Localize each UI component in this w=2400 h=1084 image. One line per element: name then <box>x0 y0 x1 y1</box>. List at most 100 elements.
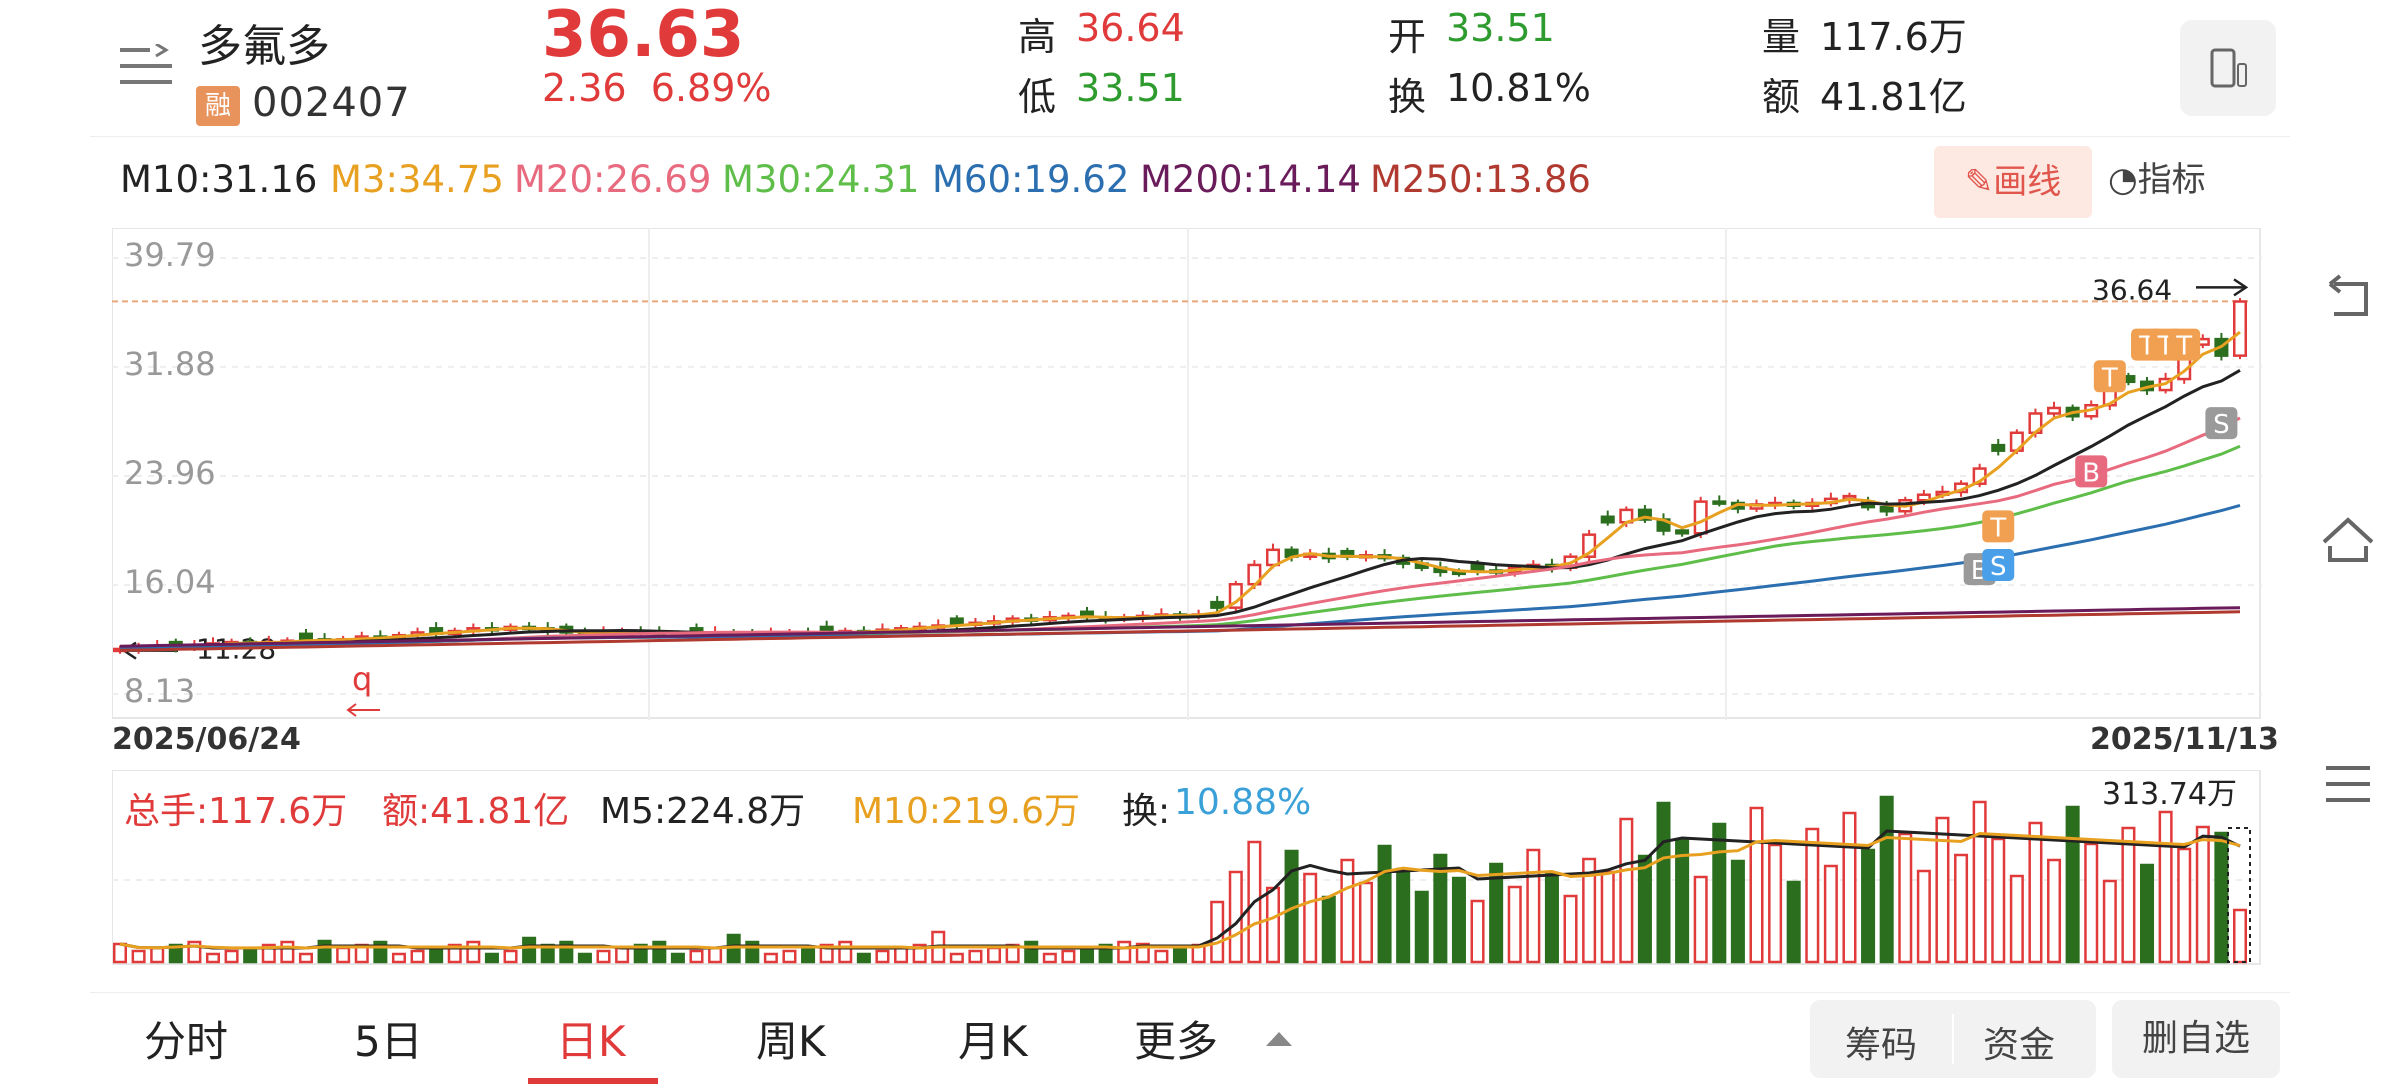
volume-bar <box>2158 810 2173 964</box>
volume-bar <box>1042 952 1057 964</box>
volume-bar <box>522 936 537 964</box>
volume-bar <box>2047 858 2062 964</box>
indicator-button[interactable]: ◔指标 <box>2108 152 2206 201</box>
volume-bar <box>949 952 964 964</box>
ma10-line <box>119 368 2241 651</box>
tab-more[interactable]: 更多 <box>1134 1017 1219 1066</box>
volume-bar <box>912 943 927 964</box>
volume-bar <box>1061 949 1076 964</box>
volume-bar <box>1768 843 1783 964</box>
trade-marker-label: T <box>2175 332 2192 362</box>
price-change: 2.36 6.89% <box>542 66 772 110</box>
volume-bar <box>2195 825 2210 964</box>
trade-marker <box>2205 407 2238 440</box>
low-label: 低 <box>1018 75 1057 119</box>
ma200-line <box>119 606 2241 648</box>
tab-weekly-k[interactable]: 周K <box>756 1017 826 1066</box>
volume-bar <box>336 946 351 964</box>
volume-bar <box>1358 881 1373 964</box>
volume-bar <box>2140 863 2155 964</box>
volume-bar <box>1935 816 1950 964</box>
volume-bar <box>1619 817 1634 964</box>
remove-watchlist-button[interactable]: 删自选 <box>2112 1000 2280 1078</box>
volume-amount: 额:41.81亿 <box>382 791 570 832</box>
volume-bar <box>559 940 574 964</box>
ma20-label: M20:26.69 <box>514 158 712 201</box>
volume-bar <box>1321 895 1336 964</box>
volume-bar <box>1024 940 1039 964</box>
volume-bar <box>317 939 332 964</box>
volume-bar <box>243 946 258 964</box>
volume-bar <box>1823 864 1838 964</box>
tab-5day[interactable]: 5日 <box>354 1017 423 1066</box>
candle <box>949 617 964 626</box>
volume-bar <box>1526 848 1541 964</box>
volume-bar <box>875 949 890 964</box>
indicator-label: 指标 <box>2137 160 2206 200</box>
volume-bar <box>410 949 425 964</box>
volume-bar <box>894 946 909 964</box>
turnover-label: 换 <box>1388 75 1427 119</box>
trade-marker-label: T <box>2101 363 2118 393</box>
volume-m5: M5:224.8万 <box>600 791 806 832</box>
volume-bar <box>1451 876 1466 964</box>
volume-bar <box>391 952 406 964</box>
volume-total: 总手:117.6万 <box>124 791 348 832</box>
volume-bar <box>2084 842 2099 964</box>
device-toggle-button[interactable] <box>2180 20 2276 116</box>
volume-bar <box>1786 880 1801 964</box>
tab-monthly-k[interactable]: 月K <box>958 1017 1028 1066</box>
volume-bar <box>819 943 834 964</box>
volume-bar <box>1675 838 1690 964</box>
header-divider <box>90 136 2290 137</box>
volume-bar <box>838 940 853 964</box>
trade-marker <box>2093 360 2126 393</box>
volume-chart[interactable]: 313.74万 <box>112 770 2262 970</box>
candle <box>1470 563 1485 572</box>
volume-bar <box>1507 885 1522 964</box>
candle <box>2047 406 2062 415</box>
volume-bar <box>2065 805 2080 964</box>
volume-bar <box>466 940 481 964</box>
home-icon[interactable] <box>2320 512 2376 568</box>
gauge-icon: ◔ <box>2108 160 2138 200</box>
menu-icon[interactable] <box>120 42 172 88</box>
volume-bar <box>801 946 816 964</box>
caret-up-icon[interactable] <box>1264 1028 1294 1052</box>
volume-bar <box>2121 826 2136 964</box>
draw-line-button[interactable]: ✎画线 <box>1934 146 2092 218</box>
volume-bar <box>1172 946 1188 964</box>
draw-line-label: 画线 <box>1993 162 2062 202</box>
ma250-label: M250:13.86 <box>1370 158 1591 201</box>
hamburger-menu-icon[interactable] <box>2320 756 2376 812</box>
phone-landscape-icon <box>2210 48 2247 88</box>
chart-frame <box>112 228 2261 719</box>
volume-bar <box>689 949 704 964</box>
volume-m10-line <box>119 831 2241 950</box>
volume-bar <box>633 943 648 964</box>
volume-bar <box>1117 940 1132 964</box>
volume-bar <box>1414 890 1429 964</box>
chips-button[interactable]: 筹码 <box>1845 1025 1918 1066</box>
volume-bar <box>1563 894 1578 964</box>
button-separator <box>1952 1014 1954 1064</box>
volume-max-label: 313.74万 <box>2102 777 2237 812</box>
amount-label: 额 <box>1762 75 1801 119</box>
tab-intraday[interactable]: 分时 <box>144 1017 229 1066</box>
volume-bar <box>745 940 760 964</box>
tab-daily-k[interactable]: 日K <box>556 1017 626 1066</box>
volume-bar <box>261 943 276 964</box>
funds-button[interactable]: 资金 <box>1983 1025 2056 1066</box>
volume-m10: M10:219.6万 <box>852 791 1081 832</box>
volume-bar <box>1377 844 1392 964</box>
trade-marker-label: S <box>2213 410 2230 440</box>
volume-bar <box>596 949 611 964</box>
candle <box>1693 500 1708 535</box>
y-tick-label: 8.13 <box>124 672 195 710</box>
volume-bar <box>1637 854 1652 964</box>
volume-bar <box>1600 870 1615 964</box>
volume-bar <box>447 943 462 964</box>
volume-bar <box>2232 908 2248 964</box>
exit-landscape-icon[interactable] <box>2320 270 2376 326</box>
